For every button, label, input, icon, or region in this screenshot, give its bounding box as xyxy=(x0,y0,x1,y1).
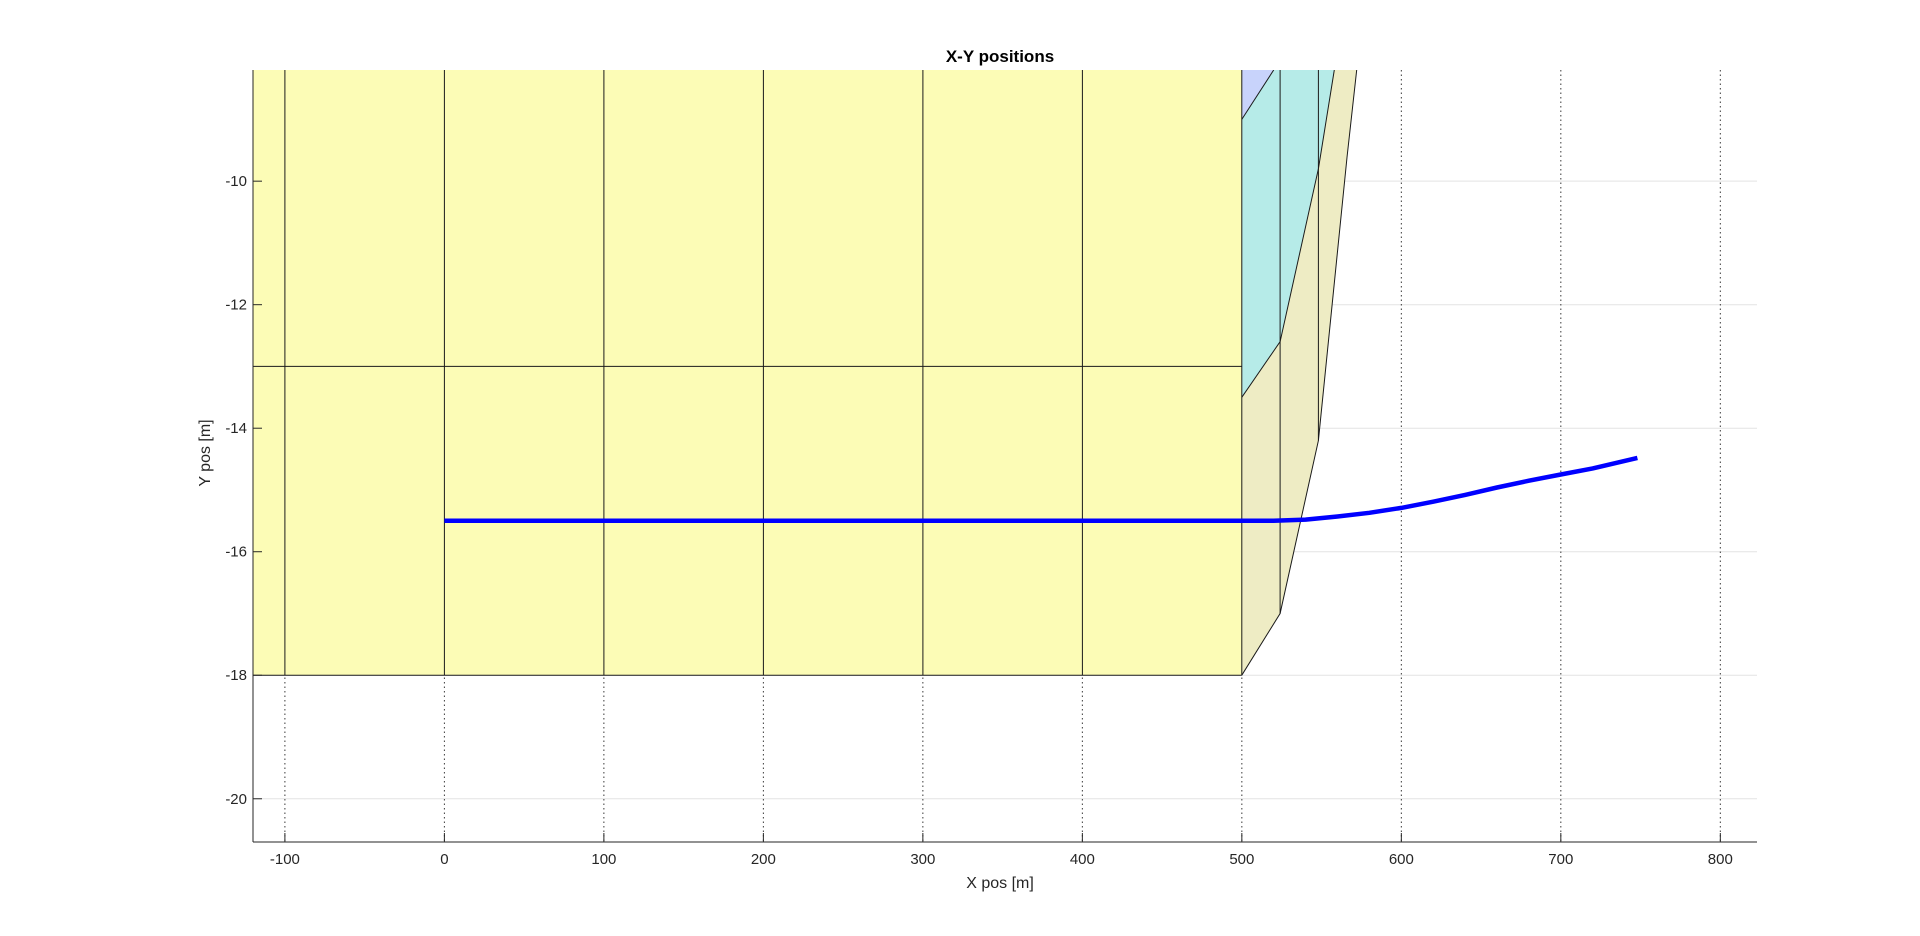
x-tick-label: 800 xyxy=(1708,851,1733,868)
y-tick-label: -14 xyxy=(225,420,247,437)
region-border-line xyxy=(1241,70,1275,120)
y-tick-label: -20 xyxy=(225,791,247,808)
y-tick-label: -10 xyxy=(225,173,247,190)
x-axis-label: X pos [m] xyxy=(966,875,1034,892)
region-border-line xyxy=(1241,70,1335,398)
trajectory-line xyxy=(444,455,1638,524)
y-tick-label: -12 xyxy=(225,297,247,314)
map-region-3 xyxy=(1241,70,1335,398)
x-tick-label: 500 xyxy=(1229,851,1254,868)
x-tick-label: 100 xyxy=(591,851,616,868)
y-tick-label: -18 xyxy=(225,667,247,684)
x-tick-label: 400 xyxy=(1070,851,1095,868)
x-tick-label: 300 xyxy=(910,851,935,868)
plot-area[interactable]: -100 0 100 200 300 400 500 600 700 800 -20 -18 -16 -1… xyxy=(225,70,1757,868)
x-tick-label: 0 xyxy=(440,851,448,868)
x-tick-label: -100 xyxy=(270,851,300,868)
chart-title: X-Y positions xyxy=(946,47,1054,66)
y-axis-label: Y pos [m] xyxy=(197,419,214,486)
x-tick-label: 700 xyxy=(1548,851,1573,868)
x-tick-label: 200 xyxy=(751,851,776,868)
map-region-0 xyxy=(253,70,1242,676)
x-tick-label: 600 xyxy=(1389,851,1414,868)
y-tick-label: -16 xyxy=(225,544,247,561)
